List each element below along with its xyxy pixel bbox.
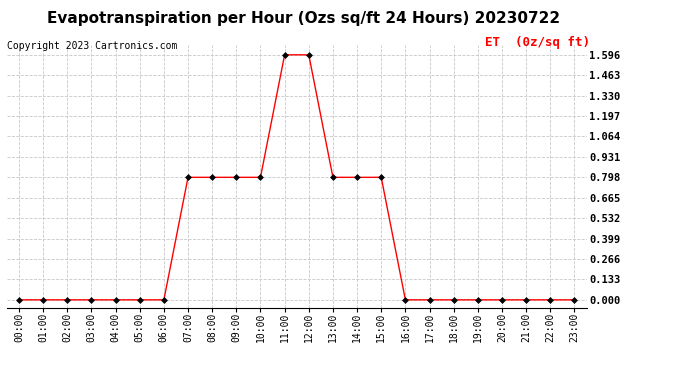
Text: ET  (0z/sq ft): ET (0z/sq ft) (485, 36, 590, 49)
Text: Copyright 2023 Cartronics.com: Copyright 2023 Cartronics.com (7, 41, 177, 51)
Text: Evapotranspiration per Hour (Ozs sq/ft 24 Hours) 20230722: Evapotranspiration per Hour (Ozs sq/ft 2… (47, 11, 560, 26)
